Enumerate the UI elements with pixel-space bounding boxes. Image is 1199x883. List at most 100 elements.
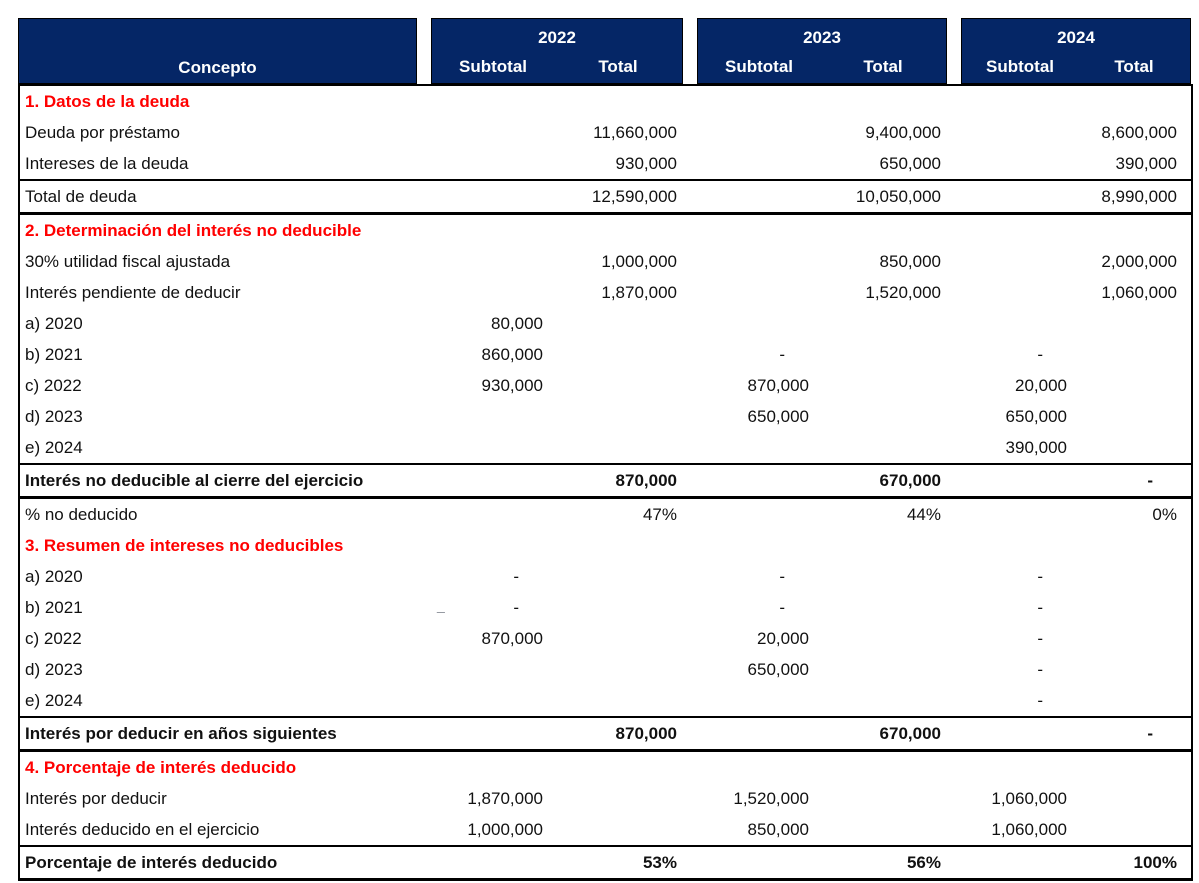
table-row: Porcentaje de interés deducido 53% 56% 100%	[20, 847, 1191, 878]
table-header: Concepto 2022 Subtotal Total 2023 Subtot…	[18, 18, 1193, 84]
table-row: e) 2024 390,000	[20, 432, 1191, 465]
total-header-2023: Total	[863, 57, 903, 76]
cell-total-2022: 1,870,000	[601, 283, 677, 302]
cell-subtotal-2022: 860,000	[481, 345, 543, 364]
cell-total-2022: 870,000	[615, 724, 677, 743]
section-title: 1. Datos de la deuda	[25, 92, 190, 111]
cell-subtotal-2023: -	[779, 598, 785, 617]
row-label: Interés no deducible al cierre del ejerc…	[25, 471, 364, 490]
table-row: Interés por deducir en años siguientes 87…	[20, 718, 1191, 752]
cell-subtotal-2024: -	[1037, 567, 1043, 586]
table-row: a) 2020 80,000	[20, 308, 1191, 339]
stray-mark: _	[437, 597, 445, 613]
concept-header-label: Concepto	[178, 58, 257, 77]
subtotal-header-2022: Subtotal	[459, 57, 527, 76]
cell-subtotal-2022: -	[513, 567, 519, 586]
cell-total-2024: 1,060,000	[1101, 283, 1177, 302]
cell-total-2022: 870,000	[615, 471, 677, 490]
cell-total-2024: 8,990,000	[1101, 187, 1177, 206]
cell-total-2022: 1,000,000	[601, 252, 677, 271]
row-label: Interés deducido en el ejercicio	[25, 820, 260, 839]
section-title-row: 4. Porcentaje de interés deducido	[20, 752, 1191, 783]
cell-total-2023: 56%	[906, 853, 941, 872]
cell-total-2024: 390,000	[1115, 154, 1177, 173]
table-row: Intereses de la deuda 930,000 650,000 390,0…	[20, 148, 1191, 181]
row-label: e) 2024	[25, 691, 83, 710]
column-group-2024: 2024 Subtotal Total	[961, 18, 1191, 84]
cell-subtotal-2022: -	[513, 598, 519, 617]
row-label: a) 2020	[25, 314, 83, 333]
cell-total-2023: 9,400,000	[865, 123, 941, 142]
cell-total-2023: 670,000	[879, 724, 941, 743]
row-label: Interés por deducir	[25, 789, 167, 808]
table-row: Interés deducido en el ejercicio 1,000,00…	[20, 814, 1191, 847]
row-label: d) 2023	[25, 407, 83, 426]
section-title: 2. Determinación del interés no deducibl…	[25, 221, 362, 240]
cell-subtotal-2024: 20,000	[1015, 376, 1067, 395]
cell-subtotal-2024: -	[1037, 629, 1043, 648]
section-title-row: 2. Determinación del interés no deducibl…	[20, 215, 1191, 246]
cell-total-2022: 11,660,000	[593, 123, 677, 142]
cell-subtotal-2023: 850,000	[747, 820, 809, 839]
row-label: Interés pendiente de deducir	[25, 283, 241, 302]
section-title: 3. Resumen de intereses no deducibles	[25, 536, 344, 555]
row-label: Deuda por préstamo	[25, 123, 180, 142]
table-row: % no deducido 47% 44% 0%	[20, 499, 1191, 530]
row-label: d) 2023	[25, 660, 83, 679]
cell-subtotal-2024: -	[1037, 660, 1043, 679]
table-row: Total de deuda 12,590,000 10,050,000 8,990,…	[20, 181, 1191, 215]
cell-total-2022: 47%	[642, 505, 677, 524]
cell-subtotal-2024: 650,000	[1005, 407, 1067, 426]
table-row: a) 2020 - - -	[20, 561, 1191, 592]
subtotal-header-2023: Subtotal	[725, 57, 793, 76]
cell-subtotal-2023: 870,000	[747, 376, 809, 395]
table-body: _ 1. Datos de la deuda Deuda por préstamo…	[18, 84, 1193, 881]
total-header-2022: Total	[598, 57, 638, 76]
cell-total-2024: 100%	[1133, 853, 1177, 872]
cell-subtotal-2023: -	[779, 567, 785, 586]
subheader-row-2023: Subtotal Total	[698, 52, 946, 83]
concept-column-header: Concepto	[18, 18, 417, 84]
row-label: c) 2022	[25, 376, 82, 395]
subtotal-header-2024: Subtotal	[986, 57, 1054, 76]
row-label: b) 2021	[25, 345, 83, 364]
table-row: b) 2021 - - -	[20, 592, 1191, 623]
total-header-2024: Total	[1114, 57, 1154, 76]
cell-subtotal-2024: -	[1037, 598, 1043, 617]
cell-total-2023: 1,520,000	[865, 283, 941, 302]
table-row: Interés pendiente de deducir 1,870,000 1,5…	[20, 277, 1191, 308]
table-row: d) 2023 650,000 650,000	[20, 401, 1191, 432]
table-row: d) 2023 650,000 -	[20, 654, 1191, 685]
cell-total-2022: 12,590,000	[591, 187, 677, 206]
subheader-row-2022: Subtotal Total	[432, 52, 682, 83]
row-label: Interés por deducir en años siguientes	[25, 724, 337, 743]
column-group-2022: 2022 Subtotal Total	[431, 18, 683, 84]
cell-subtotal-2024: -	[1037, 691, 1043, 710]
row-label: % no deducido	[25, 505, 138, 524]
table-row: c) 2022 930,000 870,000 20,000	[20, 370, 1191, 401]
cell-total-2024: -	[1147, 724, 1153, 743]
section-title: 4. Porcentaje de interés deducido	[25, 758, 297, 777]
table-row: c) 2022 870,000 20,000 -	[20, 623, 1191, 654]
cell-total-2024: 0%	[1152, 505, 1177, 524]
cell-total-2023: 44%	[906, 505, 941, 524]
cell-subtotal-2023: 1,520,000	[733, 789, 809, 808]
cell-total-2024: -	[1147, 471, 1153, 490]
cell-total-2024: 2,000,000	[1101, 252, 1177, 271]
cell-subtotal-2022: 1,000,000	[467, 820, 543, 839]
table-row: e) 2024 -	[20, 685, 1191, 718]
cell-subtotal-2023: 650,000	[747, 660, 809, 679]
cell-total-2023: 670,000	[879, 471, 941, 490]
cell-subtotal-2024: 390,000	[1005, 438, 1067, 457]
table-row: b) 2021 860,000 - -	[20, 339, 1191, 370]
row-label: 30% utilidad fiscal ajustada	[25, 252, 231, 271]
row-label: e) 2024	[25, 438, 83, 457]
cell-subtotal-2022: 1,870,000	[467, 789, 543, 808]
column-group-2023: 2023 Subtotal Total	[697, 18, 947, 84]
section-title-row: 3. Resumen de intereses no deducibles	[20, 530, 1191, 561]
cell-subtotal-2022: 930,000	[481, 376, 543, 395]
cell-subtotal-2022: 80,000	[491, 314, 543, 333]
cell-subtotal-2024: -	[1037, 345, 1043, 364]
interest-deduction-table: Concepto 2022 Subtotal Total 2023 Subtot…	[18, 18, 1193, 881]
cell-total-2024: 8,600,000	[1101, 123, 1177, 142]
